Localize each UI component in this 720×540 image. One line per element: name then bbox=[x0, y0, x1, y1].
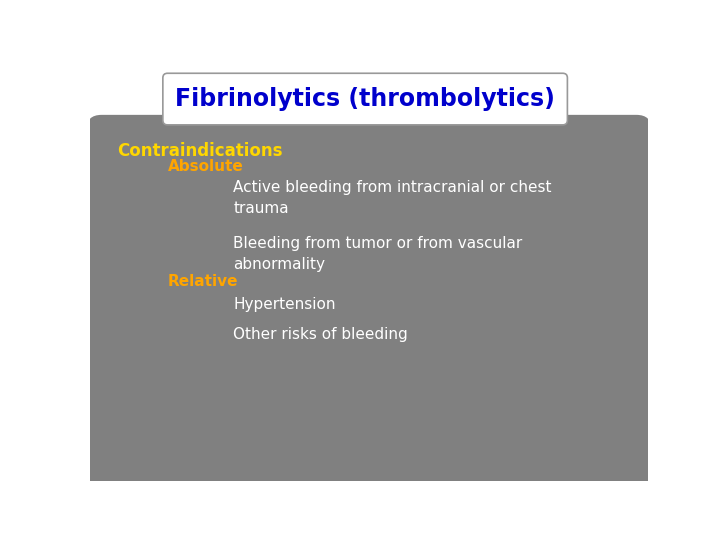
Text: Bleeding from tumor or from vascular
abnormality: Bleeding from tumor or from vascular abn… bbox=[233, 236, 523, 272]
FancyBboxPatch shape bbox=[86, 115, 652, 488]
FancyBboxPatch shape bbox=[163, 73, 567, 125]
Text: Active bleeding from intracranial or chest
trauma: Active bleeding from intracranial or che… bbox=[233, 180, 552, 217]
Text: Hypertension: Hypertension bbox=[233, 298, 336, 312]
Text: Relative: Relative bbox=[168, 274, 238, 289]
Text: Other risks of bleeding: Other risks of bleeding bbox=[233, 327, 408, 342]
Text: Fibrinolytics (thrombolytics): Fibrinolytics (thrombolytics) bbox=[175, 87, 555, 111]
Text: Absolute: Absolute bbox=[168, 159, 243, 174]
Text: Contraindications: Contraindications bbox=[117, 142, 283, 160]
